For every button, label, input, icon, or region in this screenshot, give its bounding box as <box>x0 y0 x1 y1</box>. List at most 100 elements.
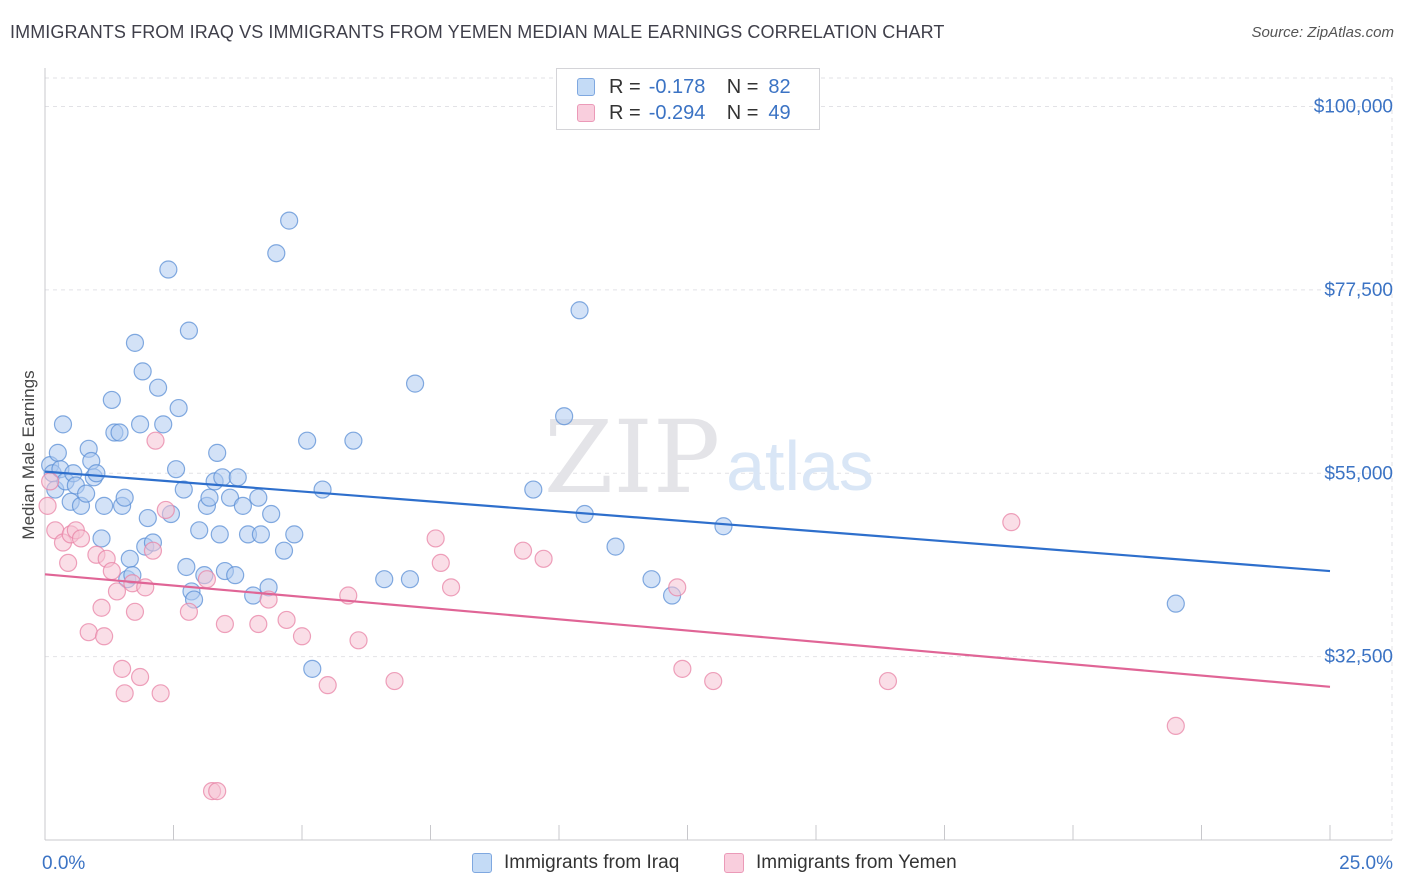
point-yemen <box>318 676 337 695</box>
point-yemen <box>92 598 111 617</box>
point-yemen <box>112 659 132 678</box>
watermark: ZIP atlas <box>544 399 874 516</box>
point-iraq <box>177 557 196 577</box>
point-iraq <box>274 541 294 560</box>
legend-n-label: N = <box>726 75 759 98</box>
point-iraq <box>213 468 232 487</box>
point-iraq <box>92 529 111 548</box>
point-yemen <box>878 671 898 691</box>
point-iraq <box>244 586 263 605</box>
legend-r-value-iraq: -0.178 <box>648 75 706 98</box>
series-swatch-yemen <box>724 853 744 873</box>
point-iraq <box>159 260 178 279</box>
point-iraq <box>125 333 145 352</box>
point-yemen <box>673 659 692 678</box>
point-yemen <box>197 570 217 589</box>
trend-line-iraq <box>44 470 1331 573</box>
point-iraq <box>226 566 245 585</box>
watermark-atlas: atlas <box>726 427 874 505</box>
point-iraq <box>190 521 209 540</box>
point-iraq <box>228 468 247 487</box>
point-yemen <box>1166 716 1185 736</box>
series-legend-yemen[interactable]: Immigrants from Yemen <box>724 852 957 874</box>
point-iraq <box>313 480 332 499</box>
point-iraq <box>262 504 281 524</box>
point-yemen <box>95 627 114 646</box>
legend-n-value-iraq: 82 <box>768 75 791 98</box>
point-iraq <box>714 517 733 536</box>
legend-r-value-yemen: -0.294 <box>648 101 706 124</box>
point-yemen <box>41 472 60 491</box>
point-yemen <box>102 561 121 581</box>
point-yemen <box>277 610 296 630</box>
legend-n-value-yemen: 49 <box>768 101 791 124</box>
point-yemen <box>115 684 134 703</box>
point-yemen <box>292 627 312 646</box>
point-yemen <box>385 671 404 691</box>
point-yemen <box>1002 513 1021 532</box>
point-iraq <box>130 415 150 434</box>
point-yemen <box>704 671 723 691</box>
point-iraq <box>87 464 106 483</box>
y-axis-label: Median Male Earnings <box>19 370 38 539</box>
tick-label-layer: $32,500 $55,000 $77,500 $100,000 0.0% 25.0% Me… <box>19 97 1393 874</box>
point-iraq <box>642 570 661 589</box>
y-tick-label: $100,000 <box>1314 97 1393 118</box>
point-iraq <box>251 525 270 544</box>
point-iraq <box>298 431 317 450</box>
point-iraq <box>267 244 286 263</box>
point-iraq <box>606 537 625 556</box>
correlation-legend: R = -0.178 N = 82 R = -0.294 N = 49 <box>556 68 820 130</box>
point-yemen <box>125 602 145 621</box>
legend-swatch-iraq <box>577 78 595 96</box>
legend-swatch-yemen <box>577 104 595 122</box>
point-iraq <box>210 525 229 544</box>
series-label-yemen: Immigrants from Yemen <box>756 852 957 873</box>
point-yemen <box>513 541 533 560</box>
series-legend-iraq[interactable]: Immigrants from Iraq <box>472 852 679 874</box>
point-iraq <box>166 460 186 479</box>
point-yemen <box>71 529 91 548</box>
point-yemen <box>179 602 199 621</box>
point-yemen <box>38 496 57 515</box>
point-yemen <box>534 549 553 568</box>
legend-row-yemen: R = -0.294 N = 49 <box>577 100 791 126</box>
point-iraq <box>233 496 252 515</box>
legend-r-label: R = <box>609 75 641 98</box>
point-iraq <box>133 362 152 381</box>
point-iraq <box>555 407 574 426</box>
point-iraq <box>220 488 240 507</box>
point-iraq <box>120 549 139 568</box>
x-tick-label-max: 25.0% <box>1339 853 1393 874</box>
legend-row-iraq: R = -0.178 N = 82 <box>577 74 791 100</box>
point-iraq <box>200 488 219 507</box>
point-iraq <box>48 443 67 462</box>
point-iraq <box>110 423 129 442</box>
point-iraq <box>1166 594 1185 613</box>
point-yemen <box>143 541 163 560</box>
point-yemen <box>107 582 127 601</box>
point-iraq <box>138 508 157 528</box>
point-iraq <box>154 415 173 434</box>
point-yemen <box>136 578 155 597</box>
point-yemen <box>208 782 227 801</box>
trend-layer <box>44 470 1331 688</box>
point-yemen <box>151 684 170 703</box>
series-swatch-iraq <box>472 853 492 873</box>
y-tick-label: $55,000 <box>1324 463 1393 484</box>
chart-title: IMMIGRANTS FROM IRAQ VS IMMIGRANTS FROM … <box>10 22 945 42</box>
y-tick-label: $32,500 <box>1324 647 1393 668</box>
point-iraq <box>405 374 425 393</box>
point-iraq <box>280 211 299 230</box>
point-iraq <box>208 443 227 462</box>
point-iraq <box>148 378 168 397</box>
point-iraq <box>375 570 394 589</box>
source-label: Source: ZipAtlas.com <box>1251 24 1394 41</box>
trend-line-yemen <box>44 573 1331 688</box>
axis-layer <box>44 68 1392 841</box>
point-yemen <box>441 578 461 597</box>
point-iraq <box>285 525 304 544</box>
series-legend: Immigrants from Iraq Immigrants from Yem… <box>0 852 1406 876</box>
point-iraq <box>77 484 96 503</box>
